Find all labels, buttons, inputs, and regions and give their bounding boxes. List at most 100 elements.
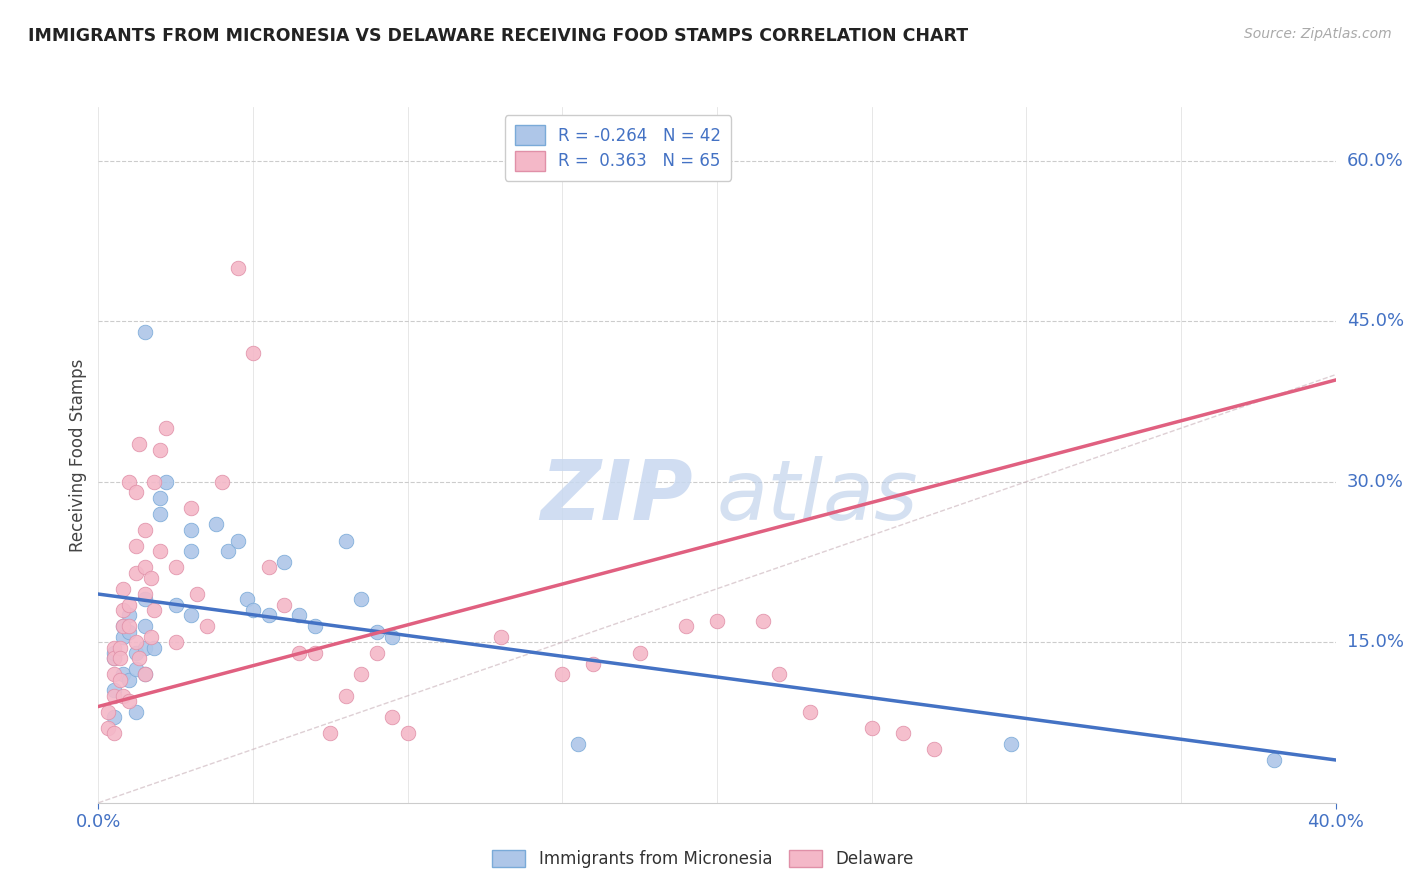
Point: [103, 651, 125, 665]
Point: [118, 608, 141, 623]
Text: Source: ZipAtlas.com: Source: ZipAtlas.com: [1244, 27, 1392, 41]
Point: [118, 694, 141, 708]
Point: [319, 726, 342, 740]
Point: [118, 624, 141, 639]
Point: [257, 560, 280, 574]
Point: [112, 630, 135, 644]
Text: atlas: atlas: [717, 456, 918, 537]
Text: 60.0%: 60.0%: [1347, 152, 1403, 169]
Point: [118, 619, 141, 633]
Point: [124, 635, 146, 649]
Point: [180, 544, 202, 558]
Point: [143, 603, 166, 617]
Point: [273, 598, 295, 612]
Text: ZIP: ZIP: [540, 456, 692, 537]
Point: [134, 667, 156, 681]
Point: [217, 544, 239, 558]
Point: [97, 721, 120, 735]
Point: [134, 592, 156, 607]
Point: [205, 517, 228, 532]
Point: [103, 710, 125, 724]
Point: [165, 560, 187, 574]
Point: [134, 619, 156, 633]
Point: [165, 598, 187, 612]
Point: [149, 442, 172, 457]
Point: [108, 640, 131, 655]
Point: [128, 651, 150, 665]
Point: [335, 533, 357, 548]
Point: [186, 587, 208, 601]
Point: [350, 667, 373, 681]
Point: [103, 646, 125, 660]
Point: [226, 533, 249, 548]
Point: [165, 635, 187, 649]
Text: 30.0%: 30.0%: [1347, 473, 1403, 491]
Point: [180, 501, 202, 516]
Point: [489, 630, 512, 644]
Point: [134, 640, 156, 655]
Point: [381, 630, 404, 644]
Point: [97, 705, 120, 719]
Point: [112, 619, 135, 633]
Point: [124, 705, 146, 719]
Text: 45.0%: 45.0%: [1347, 312, 1405, 330]
Point: [768, 667, 790, 681]
Point: [143, 475, 166, 489]
Point: [242, 603, 264, 617]
Point: [211, 475, 233, 489]
Point: [139, 630, 162, 644]
Point: [124, 539, 146, 553]
Point: [134, 523, 156, 537]
Point: [195, 619, 218, 633]
Point: [103, 667, 125, 681]
Point: [139, 571, 162, 585]
Point: [134, 325, 156, 339]
Point: [675, 619, 697, 633]
Point: [103, 683, 125, 698]
Point: [922, 742, 945, 756]
Point: [366, 646, 388, 660]
Point: [103, 640, 125, 655]
Point: [124, 566, 146, 580]
Point: [112, 619, 135, 633]
Point: [143, 640, 166, 655]
Point: [108, 673, 131, 687]
Point: [706, 614, 728, 628]
Point: [381, 710, 404, 724]
Point: [860, 721, 883, 735]
Point: [335, 689, 357, 703]
Point: [112, 667, 135, 681]
Point: [118, 475, 141, 489]
Point: [288, 646, 311, 660]
Point: [112, 689, 135, 703]
Point: [288, 608, 311, 623]
Point: [124, 662, 146, 676]
Point: [103, 726, 125, 740]
Point: [226, 260, 249, 275]
Point: [628, 646, 651, 660]
Point: [366, 624, 388, 639]
Legend: Immigrants from Micronesia, Delaware: Immigrants from Micronesia, Delaware: [485, 843, 921, 875]
Point: [108, 651, 131, 665]
Point: [304, 619, 326, 633]
Point: [551, 667, 574, 681]
Point: [149, 491, 172, 505]
Point: [124, 646, 146, 660]
Point: [396, 726, 419, 740]
Point: [155, 421, 177, 435]
Point: [1000, 737, 1022, 751]
Point: [180, 608, 202, 623]
Point: [242, 346, 264, 360]
Point: [752, 614, 775, 628]
Point: [103, 689, 125, 703]
Point: [257, 608, 280, 623]
Point: [350, 592, 373, 607]
Text: IMMIGRANTS FROM MICRONESIA VS DELAWARE RECEIVING FOOD STAMPS CORRELATION CHART: IMMIGRANTS FROM MICRONESIA VS DELAWARE R…: [28, 27, 969, 45]
Point: [128, 437, 150, 451]
Point: [180, 523, 202, 537]
Point: [134, 587, 156, 601]
Point: [273, 555, 295, 569]
Point: [567, 737, 589, 751]
Point: [155, 475, 177, 489]
Point: [118, 673, 141, 687]
